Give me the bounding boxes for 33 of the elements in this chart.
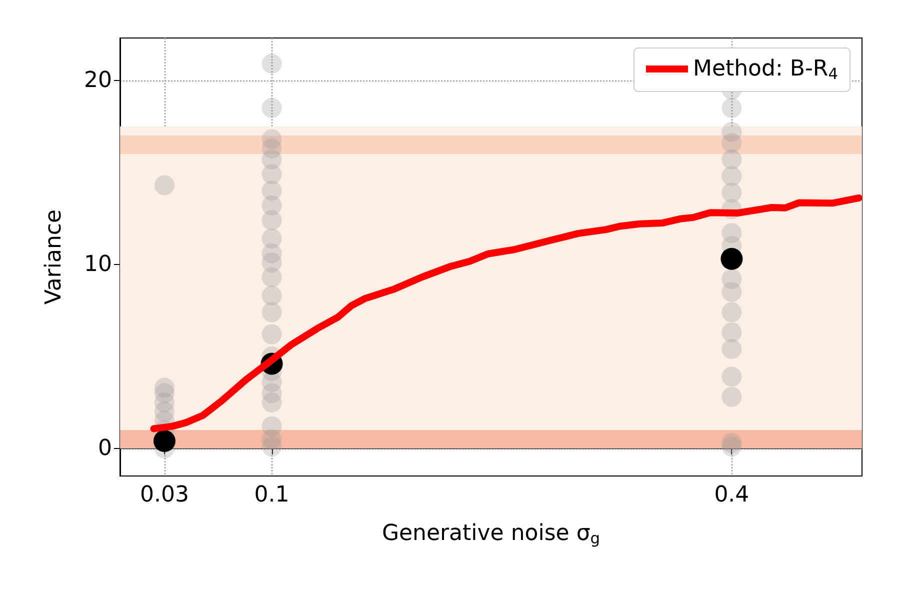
point: [262, 286, 282, 306]
x-tick-label: 0.4: [714, 482, 750, 508]
point: [722, 149, 742, 170]
y-tick-label: 20: [84, 68, 112, 93]
point: [262, 54, 282, 74]
point: [722, 182, 742, 203]
x-tick-label: 0.03: [140, 482, 189, 508]
point: [262, 302, 282, 322]
point: [722, 436, 742, 457]
point: [262, 436, 282, 457]
point: [262, 98, 282, 118]
y-axis-title: Variance: [42, 209, 66, 305]
point: [154, 378, 174, 398]
point: [262, 267, 282, 288]
point: [262, 392, 282, 412]
point: [722, 322, 742, 342]
point: [154, 175, 174, 196]
point: [722, 132, 742, 153]
point: [262, 164, 282, 184]
point: [722, 339, 742, 360]
point: [722, 386, 742, 407]
point: [722, 166, 742, 186]
point: [262, 210, 282, 230]
point: [722, 302, 742, 322]
point: [720, 248, 743, 270]
point: [262, 324, 282, 344]
x-tick-label: 0.1: [254, 482, 290, 508]
y-tick-label: 0: [98, 436, 112, 461]
y-tick-label: 10: [84, 252, 112, 277]
point: [153, 430, 176, 452]
point: [722, 282, 742, 302]
point: [722, 366, 742, 387]
point: [722, 98, 742, 118]
